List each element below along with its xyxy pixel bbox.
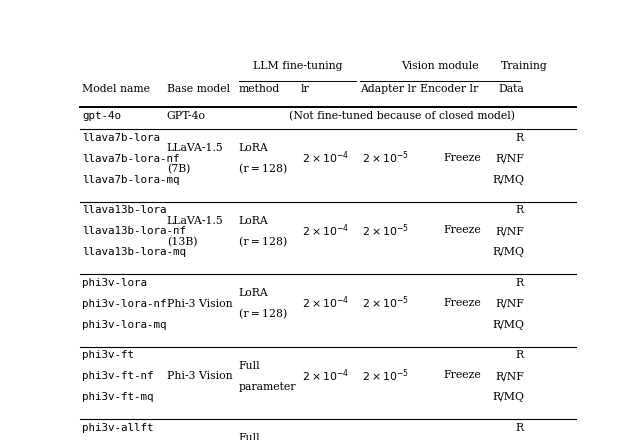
Text: llava7b-lora-nf: llava7b-lora-nf bbox=[83, 154, 180, 164]
Text: Adapter lr: Adapter lr bbox=[360, 84, 417, 94]
Text: phi3v-lora-mq: phi3v-lora-mq bbox=[83, 320, 167, 330]
Text: phi3v-ft-nf: phi3v-ft-nf bbox=[83, 371, 154, 381]
Text: (r = 128): (r = 128) bbox=[239, 237, 287, 247]
Text: R: R bbox=[516, 278, 524, 288]
Text: LoRA: LoRA bbox=[239, 288, 268, 298]
Text: phi3v-allft: phi3v-allft bbox=[83, 423, 154, 433]
Text: LoRA: LoRA bbox=[239, 216, 268, 226]
Text: Encoder lr: Encoder lr bbox=[420, 84, 478, 94]
Text: R/MQ: R/MQ bbox=[492, 175, 524, 185]
Text: R/NF: R/NF bbox=[495, 371, 524, 381]
Text: phi3v-ft-mq: phi3v-ft-mq bbox=[83, 392, 154, 402]
Text: $2 \times 10^{-4}$: $2 \times 10^{-4}$ bbox=[302, 150, 349, 166]
Text: Vision module: Vision module bbox=[401, 61, 479, 71]
Text: llava13b-lora: llava13b-lora bbox=[83, 205, 167, 215]
Text: llava13b-lora-mq: llava13b-lora-mq bbox=[83, 247, 186, 257]
Text: R: R bbox=[516, 205, 524, 215]
Text: Model name: Model name bbox=[83, 84, 150, 94]
Text: R: R bbox=[516, 350, 524, 360]
Text: R: R bbox=[516, 133, 524, 143]
Text: (13B): (13B) bbox=[167, 237, 197, 247]
Text: gpt-4o: gpt-4o bbox=[83, 111, 122, 121]
Text: R/MQ: R/MQ bbox=[492, 320, 524, 330]
Text: phi3v-lora-nf: phi3v-lora-nf bbox=[83, 299, 167, 309]
Text: Freeze: Freeze bbox=[443, 153, 481, 163]
Text: (r = 128): (r = 128) bbox=[239, 309, 287, 319]
Text: Base model: Base model bbox=[167, 84, 230, 94]
Text: llava13b-lora-nf: llava13b-lora-nf bbox=[83, 226, 186, 236]
Text: (r = 128): (r = 128) bbox=[239, 164, 287, 175]
Text: parameter: parameter bbox=[239, 382, 296, 392]
Text: Freeze: Freeze bbox=[443, 225, 481, 235]
Text: (7B): (7B) bbox=[167, 164, 190, 175]
Text: phi3v-ft: phi3v-ft bbox=[83, 350, 134, 360]
Text: Full: Full bbox=[239, 361, 260, 371]
Text: $2 \times 10^{-4}$: $2 \times 10^{-4}$ bbox=[302, 295, 349, 311]
Text: $2 \times 10^{-5}$: $2 \times 10^{-5}$ bbox=[362, 222, 408, 239]
Text: (Not fine-tuned because of closed model): (Not fine-tuned because of closed model) bbox=[289, 111, 515, 121]
Text: LoRA: LoRA bbox=[239, 143, 268, 153]
Text: R/MQ: R/MQ bbox=[492, 247, 524, 257]
Text: llava7b-lora: llava7b-lora bbox=[83, 133, 161, 143]
Text: LLM fine-tuning: LLM fine-tuning bbox=[253, 61, 342, 71]
Text: Training: Training bbox=[500, 61, 547, 71]
Text: R/NF: R/NF bbox=[495, 299, 524, 309]
Text: R/NF: R/NF bbox=[495, 154, 524, 164]
Text: Phi-3 Vision: Phi-3 Vision bbox=[167, 371, 232, 381]
Text: Full: Full bbox=[239, 433, 260, 440]
Text: Phi-3 Vision: Phi-3 Vision bbox=[167, 299, 232, 309]
Text: $2 \times 10^{-5}$: $2 \times 10^{-5}$ bbox=[362, 150, 408, 166]
Text: Data: Data bbox=[498, 84, 524, 94]
Text: $2 \times 10^{-5}$: $2 \times 10^{-5}$ bbox=[362, 367, 408, 384]
Text: LLaVA-1.5: LLaVA-1.5 bbox=[167, 216, 223, 226]
Text: llava7b-lora-mq: llava7b-lora-mq bbox=[83, 175, 180, 185]
Text: lr: lr bbox=[301, 84, 310, 94]
Text: GPT-4o: GPT-4o bbox=[167, 111, 206, 121]
Text: R/MQ: R/MQ bbox=[492, 392, 524, 402]
Text: phi3v-lora: phi3v-lora bbox=[83, 278, 147, 288]
Text: $2 \times 10^{-4}$: $2 \times 10^{-4}$ bbox=[302, 367, 349, 384]
Text: R/NF: R/NF bbox=[495, 226, 524, 236]
Text: Freeze: Freeze bbox=[443, 298, 481, 308]
Text: R: R bbox=[516, 423, 524, 433]
Text: $2 \times 10^{-4}$: $2 \times 10^{-4}$ bbox=[302, 222, 349, 239]
Text: method: method bbox=[239, 84, 280, 94]
Text: LLaVA-1.5: LLaVA-1.5 bbox=[167, 143, 223, 153]
Text: $2 \times 10^{-5}$: $2 \times 10^{-5}$ bbox=[362, 295, 408, 311]
Text: Freeze: Freeze bbox=[443, 370, 481, 381]
